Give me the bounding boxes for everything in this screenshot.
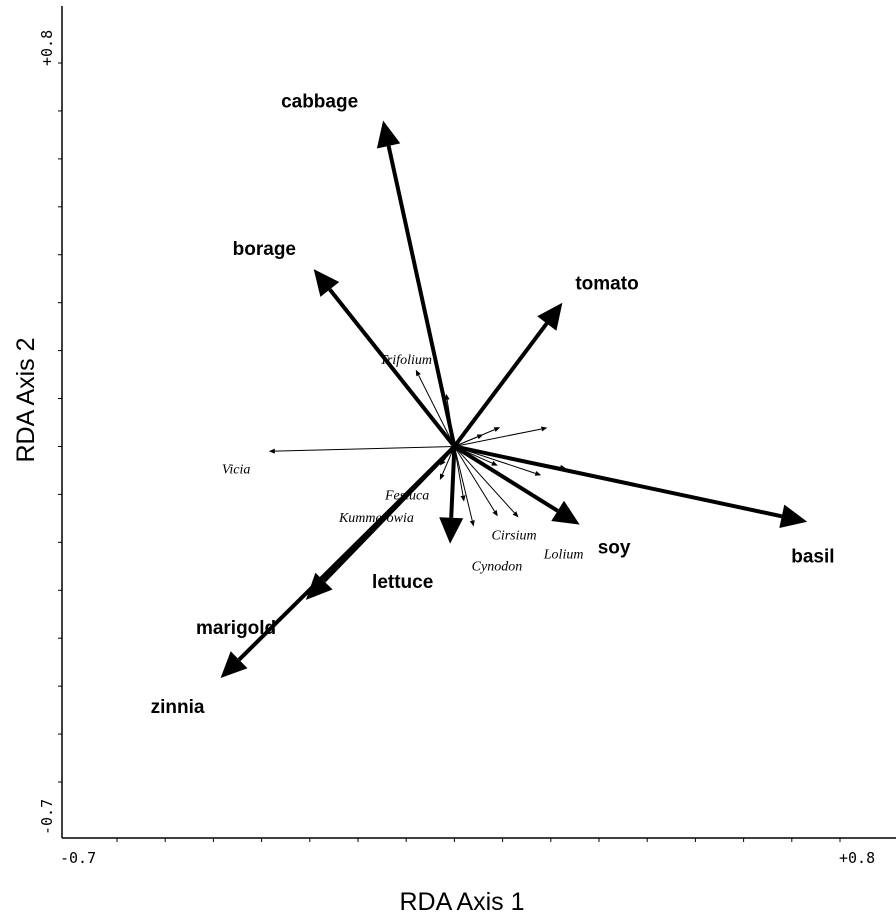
species-vector-lolium-shaft [453, 446, 496, 512]
treatment-vector-zinnia-shaft [237, 445, 456, 662]
species-vector-vicia-head [268, 448, 275, 454]
x-axis-label: RDA Axis 1 [399, 888, 524, 915]
treatment-vector-basil [453, 444, 808, 528]
treatment-label-tomato: tomato [575, 274, 638, 295]
treatment-vector-cabbage-head [376, 120, 401, 149]
treatment-vector-marigold-head [305, 572, 333, 600]
species-label-cirsium: Cirsium [492, 528, 537, 543]
treatment-label-basil: basil [791, 547, 834, 568]
y-tick-label-max: +0.8 [38, 30, 56, 66]
axis-ticks [58, 62, 841, 842]
x-tick-label-min: -0.7 [60, 849, 96, 867]
species-vector-cynodon [453, 446, 475, 527]
species-vector-unlabeled-8 [454, 426, 548, 447]
species-vector-cynodon-shaft [453, 446, 473, 521]
treatment-vector-tomato [452, 302, 563, 448]
treatment-vector-lettuce-shaft [449, 446, 457, 518]
species-vector-vicia [268, 445, 455, 454]
tick-labels: -0.7 +0.8 +0.8 -0.7 [38, 30, 875, 867]
species-vector-lolium-head [492, 510, 498, 517]
species-vectors: TrifoliumViciaFestucaKummerowiaCirsiumCy… [222, 353, 584, 575]
treatment-label-marigold: marigold [196, 618, 276, 639]
species-label-kummerowia: Kummerowia [338, 511, 414, 526]
species-vector-trifolium-shaft [418, 374, 455, 447]
species-vector-cirsium [454, 446, 519, 518]
treatment-vector-soy-head [551, 500, 580, 525]
y-tick-label-min: -0.7 [38, 799, 56, 835]
treatment-vector-cabbage-shaft [386, 145, 457, 447]
treatment-vector-tomato-shaft [452, 322, 549, 448]
species-vector-unlabeled-8-head [541, 426, 548, 432]
species-vector-cynodon-head [469, 520, 475, 527]
treatment-vector-soy-shaft [453, 444, 559, 513]
species-vector-unlabeled-8-shaft [454, 428, 542, 447]
treatment-label-borage: borage [233, 239, 296, 260]
treatment-vector-zinnia-head [220, 651, 248, 678]
species-vector-unlabeled-14-head [534, 471, 542, 476]
y-axis-label: RDA Axis 2 [12, 337, 40, 462]
treatment-label-cabbage: cabbage [281, 92, 358, 113]
species-label-cynodon: Cynodon [472, 560, 523, 575]
species-vector-unlabeled-10-head [491, 460, 498, 466]
x-tick-label-max: +0.8 [839, 849, 875, 867]
treatment-vector-borage-shaft [328, 288, 456, 448]
treatment-vectors: cabbage borage tomato basil soy lettuce marigo… [151, 92, 835, 718]
species-vector-kummerowia-head [439, 473, 445, 480]
treatment-label-soy: soy [598, 538, 631, 559]
species-vector-unlabeled-13-head [460, 495, 466, 502]
treatment-vector-lettuce-head [439, 517, 464, 544]
species-vector-unlabeled-12-head [476, 434, 484, 440]
species-label-vicia: Vicia [222, 462, 251, 477]
treatment-vector-borage [313, 269, 456, 448]
treatment-vector-basil-shaft [453, 444, 783, 519]
species-vector-trifolium [415, 369, 455, 447]
species-vector-unlabeled-12 [454, 434, 484, 447]
treatment-vector-borage-head [313, 269, 340, 297]
species-vector-unlabeled-12-shaft [454, 436, 478, 447]
species-vector-cirsium-head [512, 511, 519, 518]
treatment-label-zinnia: zinnia [151, 697, 205, 718]
treatment-label-lettuce: lettuce [372, 572, 433, 593]
species-label-trifolium: Trifolium [380, 353, 432, 368]
species-vector-lolium [453, 446, 498, 517]
treatment-vector-basil-head [779, 504, 808, 528]
species-vector-cirsium-shaft [454, 446, 515, 514]
treatment-vector-tomato-head [537, 302, 563, 331]
treatment-vector-soy [453, 444, 580, 525]
plot-frame [61, 6, 896, 839]
treatment-vector-lettuce [439, 446, 464, 544]
treatment-vector-zinnia [220, 445, 456, 678]
treatment-vector-cabbage [376, 120, 457, 447]
species-vector-unlabeled-7-head [493, 427, 501, 432]
species-vector-trifolium-head [415, 369, 421, 377]
species-label-lolium: Lolium [543, 547, 584, 562]
species-vector-vicia-shaft [274, 445, 455, 452]
